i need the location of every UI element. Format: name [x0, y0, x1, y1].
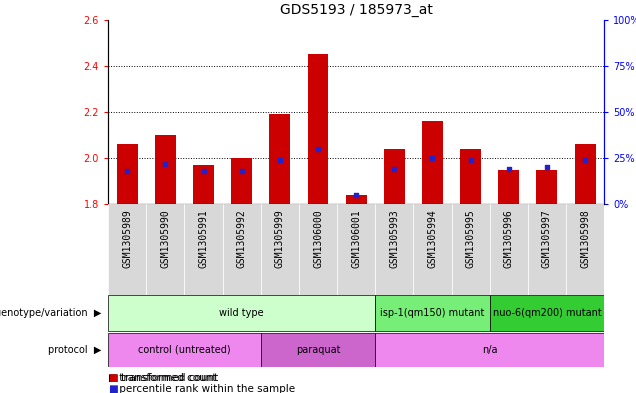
Text: transformed count: transformed count — [116, 373, 217, 383]
Point — [389, 166, 399, 173]
Point — [275, 157, 285, 163]
Bar — [299, 204, 337, 295]
Point — [122, 168, 132, 174]
Bar — [422, 121, 443, 204]
Bar — [413, 204, 452, 295]
Point — [160, 161, 170, 167]
Text: ■: ■ — [108, 373, 118, 383]
Text: isp-1(qm150) mutant: isp-1(qm150) mutant — [380, 309, 485, 318]
Bar — [528, 204, 566, 295]
Text: n/a: n/a — [482, 345, 497, 355]
Point — [198, 168, 209, 174]
Text: GSM1305995: GSM1305995 — [466, 209, 476, 268]
Bar — [193, 165, 214, 204]
Text: wild type: wild type — [219, 309, 264, 318]
Bar — [155, 135, 176, 204]
Title: GDS5193 / 185973_at: GDS5193 / 185973_at — [280, 3, 432, 17]
Point — [351, 192, 361, 198]
Bar — [537, 170, 558, 204]
Bar — [117, 144, 138, 204]
Point — [466, 157, 476, 163]
Text: GSM1305994: GSM1305994 — [427, 209, 438, 268]
Text: GSM1305993: GSM1305993 — [389, 209, 399, 268]
Bar — [375, 333, 604, 367]
Bar — [223, 204, 261, 295]
Bar — [108, 204, 146, 295]
Text: paraquat: paraquat — [296, 345, 340, 355]
Point — [504, 166, 514, 173]
Text: control (untreated): control (untreated) — [138, 345, 231, 355]
Bar — [346, 195, 366, 204]
Bar — [232, 158, 252, 204]
Text: genotype/variation  ▶: genotype/variation ▶ — [0, 309, 102, 318]
Bar — [460, 149, 481, 204]
Point — [542, 164, 552, 171]
Text: protocol  ▶: protocol ▶ — [48, 345, 102, 355]
Text: GSM1305992: GSM1305992 — [237, 209, 247, 268]
Point — [313, 146, 323, 152]
Bar — [337, 204, 375, 295]
Bar — [375, 204, 413, 295]
Text: GSM1306000: GSM1306000 — [313, 209, 323, 268]
Text: GSM1305990: GSM1305990 — [160, 209, 170, 268]
Bar — [384, 149, 404, 204]
Text: ■: ■ — [108, 384, 118, 393]
Point — [580, 157, 590, 163]
Bar — [261, 333, 375, 367]
Bar — [108, 296, 375, 331]
Text: GSM1305997: GSM1305997 — [542, 209, 552, 268]
Text: GSM1306001: GSM1306001 — [351, 209, 361, 268]
Text: GSM1305996: GSM1305996 — [504, 209, 514, 268]
Point — [237, 168, 247, 174]
Text: GSM1305989: GSM1305989 — [122, 209, 132, 268]
Text: nuo-6(qm200) mutant: nuo-6(qm200) mutant — [493, 309, 601, 318]
Bar — [499, 170, 519, 204]
Text: GSM1305998: GSM1305998 — [580, 209, 590, 268]
Bar — [308, 54, 328, 204]
Text: ■ transformed count: ■ transformed count — [108, 373, 218, 383]
Bar — [375, 296, 490, 331]
Bar — [490, 296, 604, 331]
Point — [427, 155, 438, 161]
Bar — [490, 204, 528, 295]
Bar — [575, 144, 596, 204]
Text: GSM1305999: GSM1305999 — [275, 209, 285, 268]
Bar — [184, 204, 223, 295]
Bar — [261, 204, 299, 295]
Bar — [108, 333, 261, 367]
Text: GSM1305991: GSM1305991 — [198, 209, 209, 268]
Bar — [566, 204, 604, 295]
Bar — [452, 204, 490, 295]
Bar — [270, 114, 290, 204]
Text: percentile rank within the sample: percentile rank within the sample — [116, 384, 296, 393]
Bar — [146, 204, 184, 295]
